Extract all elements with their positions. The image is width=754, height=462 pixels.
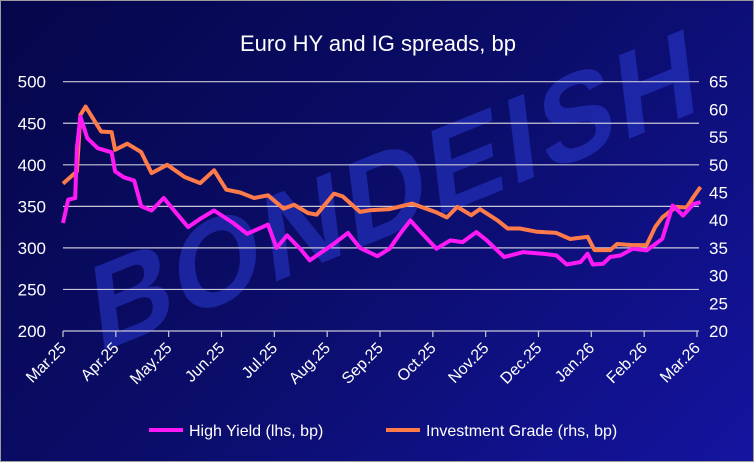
- y-left-tick-label: 500: [18, 73, 46, 92]
- legend: High Yield (lhs, bp) Investment Grade (rh…: [149, 423, 617, 440]
- watermark: BONDEISH: [84, 1, 708, 380]
- y-right-tick-label: 60: [709, 100, 728, 119]
- x-tick-label: Dec.25: [497, 340, 545, 388]
- y-left-tick-label: 400: [18, 156, 46, 175]
- x-tick-label: Sep.25: [339, 340, 387, 388]
- x-tick-label: Jun.25: [182, 340, 228, 386]
- legend-label: High Yield (lhs, bp): [189, 423, 323, 440]
- x-tick-label: Jan.26: [552, 340, 598, 386]
- y-right-tick-label: 45: [709, 184, 728, 203]
- x-tick-label: Mar.26: [657, 340, 704, 387]
- series-line-high-yield: [61, 114, 701, 267]
- y-right-tick-label: 30: [709, 267, 728, 286]
- y-right-tick-label: 20: [709, 322, 728, 341]
- y-right-tick-label: 65: [709, 73, 728, 92]
- y-left-tick-label: 300: [18, 239, 46, 258]
- y-left-tick-label: 450: [18, 114, 46, 133]
- x-tick-label: Nov.25: [445, 340, 492, 387]
- chart-title: Euro HY and IG spreads, bp: [240, 31, 516, 56]
- y-right-tick-label: 25: [709, 294, 728, 313]
- x-tick-label: Oct.25: [394, 340, 439, 385]
- x-tick-label: Feb.26: [604, 340, 651, 387]
- y-right-tick-label: 50: [709, 156, 728, 175]
- y-left-tick-label: 250: [18, 280, 46, 299]
- y-right-tick-label: 35: [709, 239, 728, 258]
- y-right-tick-label: 55: [709, 128, 728, 147]
- x-tick-label: Aug.25: [286, 340, 334, 388]
- y-left-tick-label: 350: [18, 197, 46, 216]
- x-tick-label: Jul.25: [239, 340, 281, 382]
- x-tick-label: Mar.25: [23, 340, 70, 387]
- y-right-tick-label: 40: [709, 211, 728, 230]
- legend-label: Investment Grade (rhs, bp): [426, 423, 617, 440]
- y-left-tick-label: 200: [18, 322, 46, 341]
